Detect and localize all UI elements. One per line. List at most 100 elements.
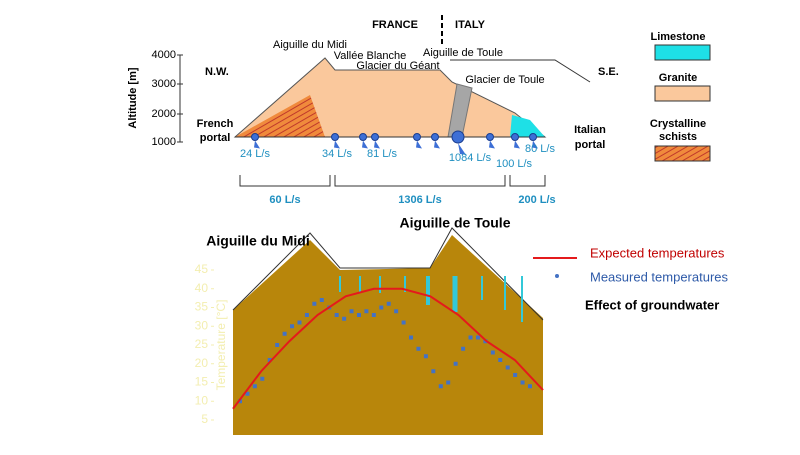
- y-tick-label: 35: [195, 300, 209, 314]
- y-tick-label: 5: [201, 412, 208, 426]
- measured-point: [334, 313, 339, 317]
- measured-point: [290, 324, 295, 329]
- y-tick-label: 15: [195, 375, 209, 389]
- spring: [431, 133, 439, 141]
- measured-point: [297, 320, 302, 325]
- schists: [235, 95, 325, 137]
- spring-arrow: [416, 140, 422, 149]
- peak-label: Aiguille du Midi: [206, 233, 309, 249]
- limestone: [510, 115, 545, 137]
- label: 34 L/s: [322, 148, 352, 160]
- measured-point: [349, 309, 354, 314]
- measured-point: [312, 301, 317, 306]
- spring-arrow: [458, 143, 466, 155]
- measured-point: [461, 346, 466, 351]
- measured-point: [245, 391, 250, 396]
- outline: [232, 227, 544, 321]
- label: Crystalline: [650, 118, 706, 130]
- measured-point: [453, 361, 458, 366]
- y-tick-label: 25: [195, 337, 209, 351]
- label: 4000: [152, 49, 176, 61]
- y-tick-label: 40: [195, 281, 209, 295]
- y-tick-label: 20: [195, 356, 209, 370]
- y-tick-label: 45: [195, 262, 209, 276]
- measured-point: [438, 384, 443, 389]
- label: Glacier de Toule: [465, 74, 544, 86]
- label: portal: [200, 132, 231, 144]
- measured-point: [431, 369, 436, 374]
- measured-point: [319, 298, 324, 302]
- spring: [251, 133, 259, 141]
- label: Limestone: [650, 31, 705, 43]
- spring: [529, 133, 537, 141]
- label: 1000: [152, 136, 176, 148]
- legend-label: Expected temperatures: [590, 245, 725, 260]
- measured-point: [446, 380, 451, 385]
- measured-point: [252, 384, 257, 389]
- label: ITALY: [455, 19, 486, 31]
- measured-point: [505, 365, 510, 370]
- legend-label: Measured temperatures: [590, 269, 729, 284]
- measured-point: [304, 313, 309, 317]
- measured-point: [267, 358, 272, 362]
- measured-point: [528, 384, 532, 389]
- label: 2000: [152, 108, 176, 120]
- label: 60 L/s: [269, 194, 300, 206]
- label: 80 L/s: [525, 143, 555, 155]
- measured-point: [490, 350, 495, 355]
- measured-point: [409, 335, 414, 340]
- measured-point: [468, 335, 473, 340]
- spring-arrow: [254, 140, 260, 149]
- measured-point: [513, 373, 518, 377]
- measured-point: [238, 399, 242, 404]
- y-tick-label: 10: [195, 393, 209, 407]
- measured-point: [386, 301, 391, 306]
- legend-dot: [555, 274, 559, 278]
- measured-point: [282, 331, 287, 336]
- legend-swatch: [654, 44, 711, 61]
- label: Aiguille du Midi: [273, 39, 347, 51]
- label: 1084 L/s: [449, 152, 492, 164]
- spring-arrow: [532, 140, 538, 149]
- label: 200 L/s: [518, 194, 555, 206]
- label: schists: [659, 131, 697, 143]
- spring: [413, 133, 421, 141]
- spring: [451, 130, 465, 144]
- measured-point: [423, 354, 428, 359]
- glacier-line: [450, 59, 591, 83]
- label: 100 L/s: [496, 158, 533, 170]
- label: 81 L/s: [367, 148, 397, 160]
- label: 1306 L/s: [398, 194, 441, 206]
- spring: [331, 133, 339, 141]
- measured-point: [356, 313, 361, 317]
- label: Granite: [659, 72, 698, 84]
- label: 24 L/s: [240, 148, 270, 160]
- measured-point: [275, 343, 280, 347]
- expected-line: [232, 287, 544, 410]
- measured-point: [379, 305, 384, 310]
- label: Glacier du Géant: [356, 60, 439, 72]
- label: French: [197, 118, 234, 130]
- measured-point: [394, 309, 399, 314]
- spring: [486, 133, 494, 141]
- measured-point: [364, 309, 369, 314]
- measured-point: [342, 316, 347, 321]
- measured-point: [498, 358, 503, 362]
- spring: [511, 133, 519, 141]
- spring-arrow: [374, 140, 380, 149]
- measured-point: [416, 346, 421, 351]
- massif-section: [233, 235, 543, 435]
- axis-label: Temperature [°C]: [214, 300, 228, 391]
- label: 3000: [152, 78, 176, 90]
- label: Aiguille de Toule: [423, 47, 503, 59]
- measured-point: [475, 335, 480, 340]
- legend-label: Effect of groundwater: [585, 297, 719, 312]
- y-tick-label: 30: [195, 318, 209, 332]
- spring-arrow: [489, 140, 495, 149]
- measured-point: [520, 380, 525, 385]
- spring-arrow: [334, 140, 340, 149]
- measured-point: [371, 313, 376, 317]
- peak-label: Aiguille de Toule: [400, 215, 511, 231]
- label: Altitude [m]: [127, 67, 139, 128]
